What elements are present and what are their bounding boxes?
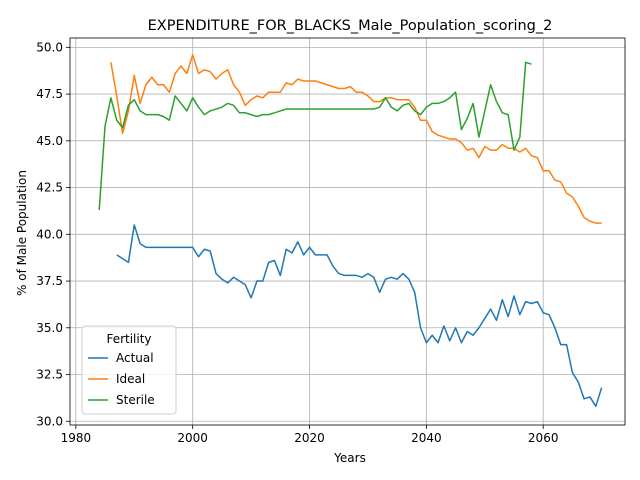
y-tick-label: 45.0 — [36, 134, 63, 148]
legend: Fertility Actual Ideal Sterile — [81, 325, 177, 415]
series-lines — [98, 54, 603, 408]
series-line-sterile — [98, 61, 532, 211]
y-tick-label: 37.5 — [36, 274, 63, 288]
x-tick-label: 2060 — [528, 431, 559, 445]
legend-box — [81, 325, 177, 415]
y-tick-label: 42.5 — [36, 181, 63, 195]
x-tick-label: 2020 — [294, 431, 325, 445]
series-line-ideal — [110, 54, 602, 224]
legend-title: Fertility — [106, 332, 151, 346]
chart-title: EXPENDITURE_FOR_BLACKS_Male_Population_s… — [148, 18, 553, 34]
legend-label-actual: Actual — [116, 351, 154, 365]
y-axis-label: % of Male Population — [15, 170, 29, 296]
legend-label-sterile: Sterile — [116, 393, 155, 407]
y-tick-label: 50.0 — [36, 40, 63, 54]
y-tick-label: 32.5 — [36, 368, 63, 382]
x-tick-label: 2000 — [177, 431, 208, 445]
series-line-actual — [116, 224, 603, 408]
y-axis-ticks: 30.0 32.5 35.0 37.5 40.0 42.5 45.0 47.5 50.0 — [36, 40, 70, 428]
y-tick-label: 30.0 — [36, 414, 63, 428]
y-tick-label: 35.0 — [36, 321, 63, 335]
legend-items: Actual Ideal Sterile — [88, 351, 155, 407]
x-tick-label: 1980 — [61, 431, 92, 445]
x-axis-ticks: 1980 2000 2020 2040 2060 — [61, 425, 559, 445]
legend-label-ideal: Ideal — [116, 372, 145, 386]
plot-frame — [69, 37, 626, 426]
y-tick-label: 40.0 — [36, 227, 63, 241]
x-axis-label: Years — [333, 451, 366, 465]
x-tick-label: 2040 — [411, 431, 442, 445]
y-tick-label: 47.5 — [36, 87, 63, 101]
